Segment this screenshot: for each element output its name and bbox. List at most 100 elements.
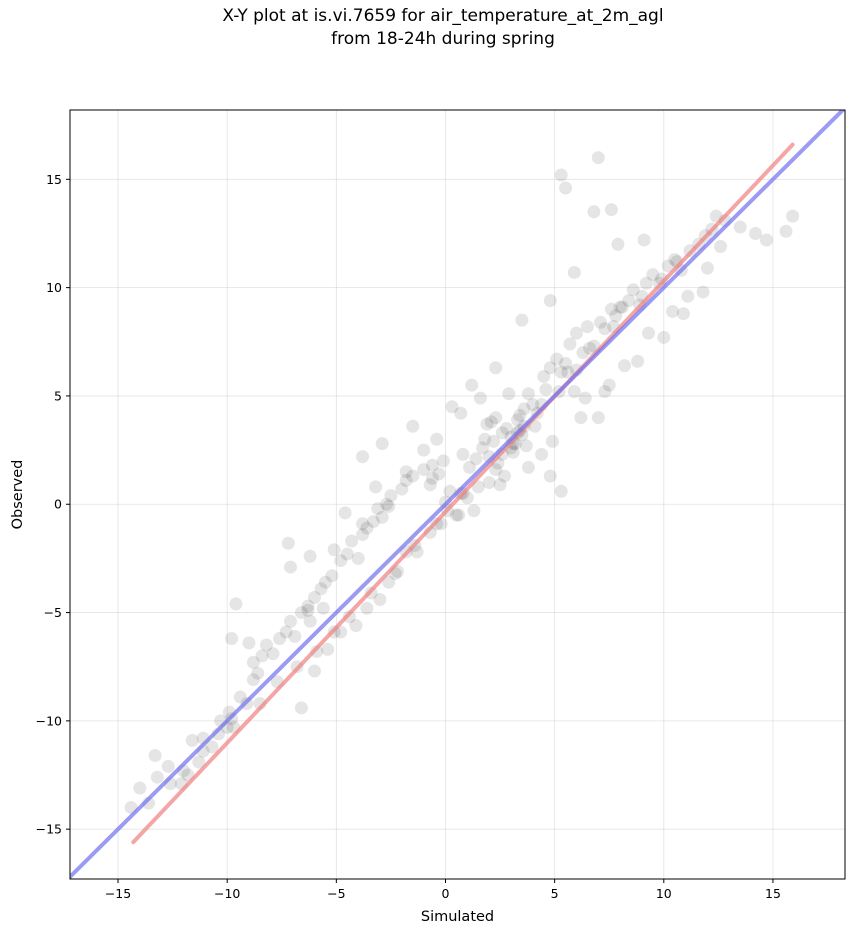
chart-title-line-1: X-Y plot at is.vi.7659 for air_temperatu… (222, 6, 664, 26)
data-point (576, 346, 590, 360)
data-point (646, 268, 660, 282)
data-point (733, 220, 747, 234)
data-point (445, 400, 459, 414)
data-point (487, 434, 501, 448)
data-point (613, 300, 627, 314)
data-point (615, 300, 629, 314)
data-point (489, 361, 503, 375)
data-point (591, 411, 605, 425)
data-point (700, 261, 714, 275)
x-tick-label: 0 (442, 886, 450, 901)
y-tick-label: −5 (44, 605, 62, 620)
data-point (517, 402, 531, 416)
data-point (598, 385, 612, 399)
data-point (567, 265, 581, 279)
data-point (604, 302, 618, 316)
x-tick-label: 5 (551, 886, 559, 901)
data-point (384, 489, 398, 503)
data-point (511, 413, 525, 427)
data-point (279, 625, 293, 639)
data-point (288, 629, 302, 643)
fit-line (131, 142, 795, 845)
data-point (513, 408, 527, 422)
data-point (666, 304, 680, 318)
data-point (325, 569, 339, 583)
data-point (497, 469, 511, 483)
data-point (303, 549, 317, 563)
data-point (574, 411, 588, 425)
data-point (543, 361, 557, 375)
data-point (369, 480, 383, 494)
data-point (273, 632, 287, 646)
data-point (515, 313, 529, 327)
data-point (493, 478, 507, 492)
x-axis-label: Simulated (421, 909, 494, 925)
data-point (266, 647, 280, 661)
x-tick-label: 15 (765, 886, 781, 901)
data-point (225, 632, 239, 646)
data-point (478, 432, 492, 446)
data-point (480, 417, 494, 431)
data-point (554, 168, 568, 182)
y-axis-label: Observed (10, 460, 26, 530)
data-point (622, 294, 636, 308)
data-point (681, 289, 695, 303)
data-point (242, 636, 256, 650)
data-point (500, 421, 514, 435)
data-point (561, 365, 575, 379)
data-point (399, 473, 413, 487)
data-point (476, 441, 490, 455)
data-point (148, 749, 162, 763)
data-point (399, 465, 413, 479)
data-point (417, 443, 431, 457)
data-point (465, 378, 479, 392)
data-point (382, 499, 396, 513)
data-point (430, 432, 444, 446)
data-point (519, 439, 533, 453)
data-point (360, 521, 374, 535)
data-point (345, 534, 359, 548)
data-point (246, 655, 260, 669)
data-point (233, 690, 247, 704)
data-point (559, 356, 573, 370)
data-point (454, 406, 468, 420)
data-point (759, 233, 773, 247)
data-point (251, 666, 265, 680)
data-point (521, 387, 535, 401)
data-point (604, 203, 618, 217)
data-point (482, 476, 496, 490)
data-point (303, 614, 317, 628)
data-point (456, 447, 470, 461)
data-point (417, 463, 431, 477)
data-point (484, 415, 498, 429)
data-point (495, 426, 509, 440)
data-point (366, 515, 380, 529)
data-point (436, 454, 450, 468)
data-point (395, 482, 409, 496)
data-point (410, 545, 424, 559)
data-point (259, 638, 273, 652)
data-point (205, 740, 219, 754)
data-point (543, 294, 557, 308)
data-point (380, 497, 394, 511)
data-point (591, 151, 605, 165)
data-point (185, 733, 199, 747)
data-point (502, 387, 516, 401)
data-point (308, 664, 322, 678)
data-point (449, 508, 463, 522)
data-point (611, 237, 625, 251)
data-point (314, 582, 328, 596)
data-point (626, 283, 640, 297)
data-point (375, 437, 389, 451)
data-point (229, 597, 243, 611)
data-point (327, 543, 341, 557)
y-tick-label: −10 (36, 713, 62, 728)
data-point (598, 322, 612, 336)
data-point (786, 209, 800, 223)
data-point (539, 382, 553, 396)
data-point (469, 452, 483, 466)
x-tick-label: −5 (327, 886, 345, 901)
data-point (748, 226, 762, 240)
data-point (545, 434, 559, 448)
